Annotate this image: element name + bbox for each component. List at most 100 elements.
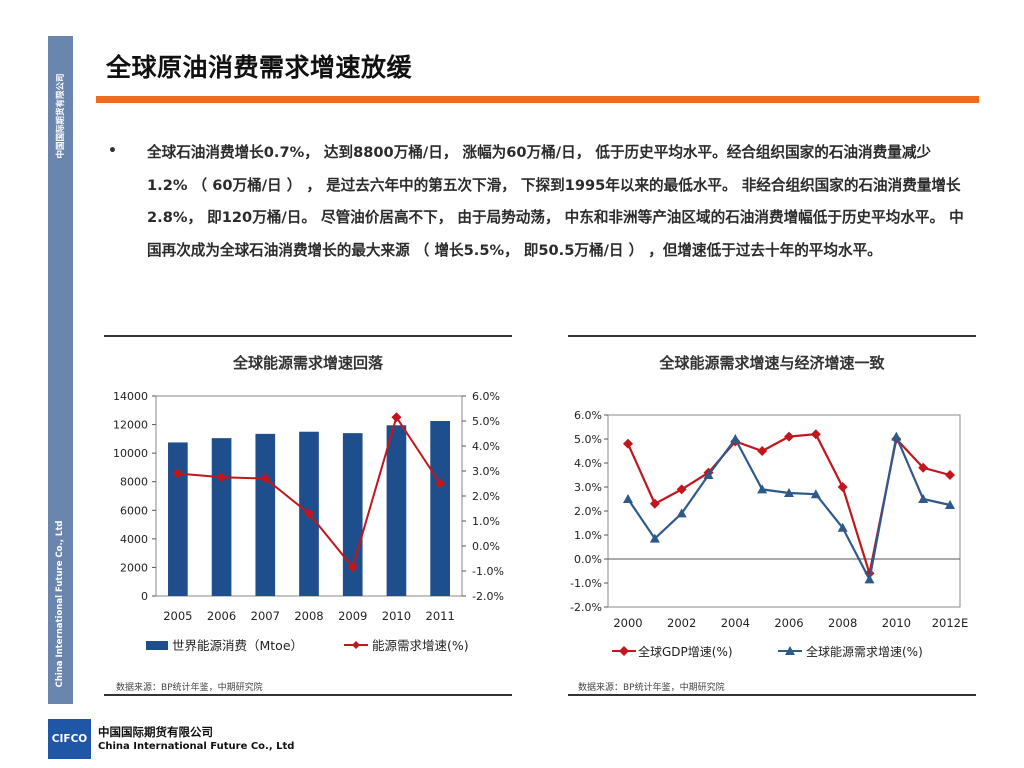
left-chart-title: 全球能源需求增速回落 <box>232 354 383 372</box>
y-tick-label: 0.0% <box>574 553 602 566</box>
y-tick-label: 3.0% <box>574 481 602 494</box>
legend-energy-label: 全球能源需求增速(%) <box>806 644 923 659</box>
line-point <box>391 412 402 423</box>
bar <box>386 425 407 596</box>
y-right-tick-label: 6.0% <box>472 390 500 403</box>
x-tick-label: 2005 <box>163 609 192 623</box>
triangle-point <box>837 522 848 532</box>
sidebar-company-cn: 中国国际期货有限公司 <box>56 73 66 159</box>
triangle-point <box>623 494 633 503</box>
y-left-tick-label: 10000 <box>113 447 148 460</box>
x-tick-label: 2010 <box>882 616 911 630</box>
triangle-point <box>891 431 902 441</box>
triangle-point <box>810 489 821 499</box>
legend-gdp-marker <box>619 646 629 656</box>
y-right-tick-label: 1.0% <box>472 515 500 528</box>
legend-line-marker <box>352 641 360 649</box>
right-chart-title: 全球能源需求增速与经济增速一致 <box>659 354 885 372</box>
y-tick-label: 1.0% <box>574 529 602 542</box>
x-tick-label: 2010 <box>382 609 411 623</box>
y-right-tick-label: -2.0% <box>472 590 504 603</box>
footer-company-cn: 中国国际期货有限公司 <box>98 725 213 739</box>
triangle-point <box>649 533 660 543</box>
y-right-tick-label: 4.0% <box>472 440 500 453</box>
triangle-point <box>945 500 955 509</box>
legend-bar-swatch <box>146 641 168 650</box>
x-tick-label: 2006 <box>774 616 803 630</box>
diamond-point <box>649 498 660 509</box>
left-panel-bottom-rule <box>104 694 512 696</box>
diamond-point <box>837 482 848 492</box>
right-panel-top-rule <box>568 335 976 337</box>
bar <box>168 442 188 596</box>
sidebar-company-en: China International Future Co., Ltd <box>55 520 65 688</box>
line-point <box>260 473 271 484</box>
footer-company-en: China International Future Co., Ltd <box>98 741 295 752</box>
line-point <box>216 472 227 483</box>
y-left-tick-label: 4000 <box>120 533 148 546</box>
y-right-tick-label: -1.0% <box>472 565 504 578</box>
y-right-tick-label: 2.0% <box>472 490 500 503</box>
x-tick-label: 2007 <box>251 609 280 623</box>
diamond-point <box>810 429 821 440</box>
bar <box>255 433 276 596</box>
right-chart-source: 数据来源：BP统计年鉴，中期研究院 <box>578 683 725 693</box>
left-chart-source: 数据来源：BP统计年鉴，中期研究院 <box>116 683 263 693</box>
sidebar-strip: 中国国际期货有限公司 China International Future Co… <box>48 36 73 704</box>
y-right-tick-label: 5.0% <box>472 415 500 428</box>
y-left-tick-label: 12000 <box>113 419 148 432</box>
x-tick-label: 2008 <box>828 616 857 630</box>
title-underline <box>96 96 979 103</box>
line-point <box>172 468 183 479</box>
x-tick-label: 2000 <box>613 616 642 630</box>
cifco-logo: CIFCO <box>48 719 91 759</box>
y-left-tick-label: 8000 <box>120 476 148 489</box>
y-left-tick-label: 0 <box>141 590 148 603</box>
right-chart: -2.0% -1.0% 0.0% 1.0% 2.0% 3.0% 4.0% 5.0% 6.0% 20… <box>570 409 969 659</box>
diamond-point <box>784 431 794 442</box>
series-line <box>626 433 951 574</box>
triangle-point <box>703 470 714 479</box>
triangle-point <box>864 574 875 584</box>
x-tick-label: 2004 <box>721 616 750 630</box>
legend-energy-marker <box>785 646 795 655</box>
bar <box>211 438 232 596</box>
left-chart: 0 2000 4000 6000 8000 10000 12000 14000 -2.0% -1.… <box>113 390 504 653</box>
x-tick-label: 2012E <box>932 616 969 630</box>
legend-line-label: 能源需求增速(%) <box>372 638 469 653</box>
x-tick-label: 2009 <box>338 609 367 623</box>
legend-gdp-label: 全球GDP增速(%) <box>638 644 733 659</box>
slide-title: 全球原油消费需求增速放缓 <box>106 53 413 82</box>
series-line <box>627 432 951 583</box>
line-point <box>435 478 446 489</box>
line-point <box>304 508 314 519</box>
y-right-tick-label: 3.0% <box>472 465 500 478</box>
triangle-point <box>918 494 929 503</box>
x-tick-label: 2002 <box>667 616 696 630</box>
y-left-tick-label: 2000 <box>120 561 148 574</box>
bar <box>430 421 450 596</box>
legend-bar-label: 世界能源消费（Mtoe） <box>172 638 303 653</box>
diamond-point <box>676 484 687 495</box>
x-tick-label: 2008 <box>294 609 323 623</box>
y-tick-label: -1.0% <box>570 577 602 590</box>
diamond-point <box>918 462 929 473</box>
left-panel-top-rule <box>104 335 512 337</box>
triangle-point <box>784 488 794 497</box>
x-tick-label: 2006 <box>207 609 236 623</box>
plot-frame <box>607 414 961 608</box>
bullet-marker: • <box>108 143 117 159</box>
y-left-tick-label: 6000 <box>120 504 148 517</box>
bar <box>342 433 363 596</box>
y-tick-label: 5.0% <box>574 433 602 446</box>
body-paragraph: 全球石油消费增长0.7%， 达到8800万桶/日， 涨幅为60万桶/日， 低于历… <box>147 144 964 259</box>
y-tick-label: 2.0% <box>574 505 602 518</box>
diamond-point <box>757 446 768 456</box>
triangle-point <box>757 484 768 494</box>
y-tick-label: 4.0% <box>574 457 602 470</box>
x-tick-label: 2011 <box>426 609 455 623</box>
triangle-point <box>730 434 741 443</box>
line-point <box>347 562 358 573</box>
triangle-point <box>676 508 687 518</box>
y-tick-label: 6.0% <box>574 409 602 422</box>
